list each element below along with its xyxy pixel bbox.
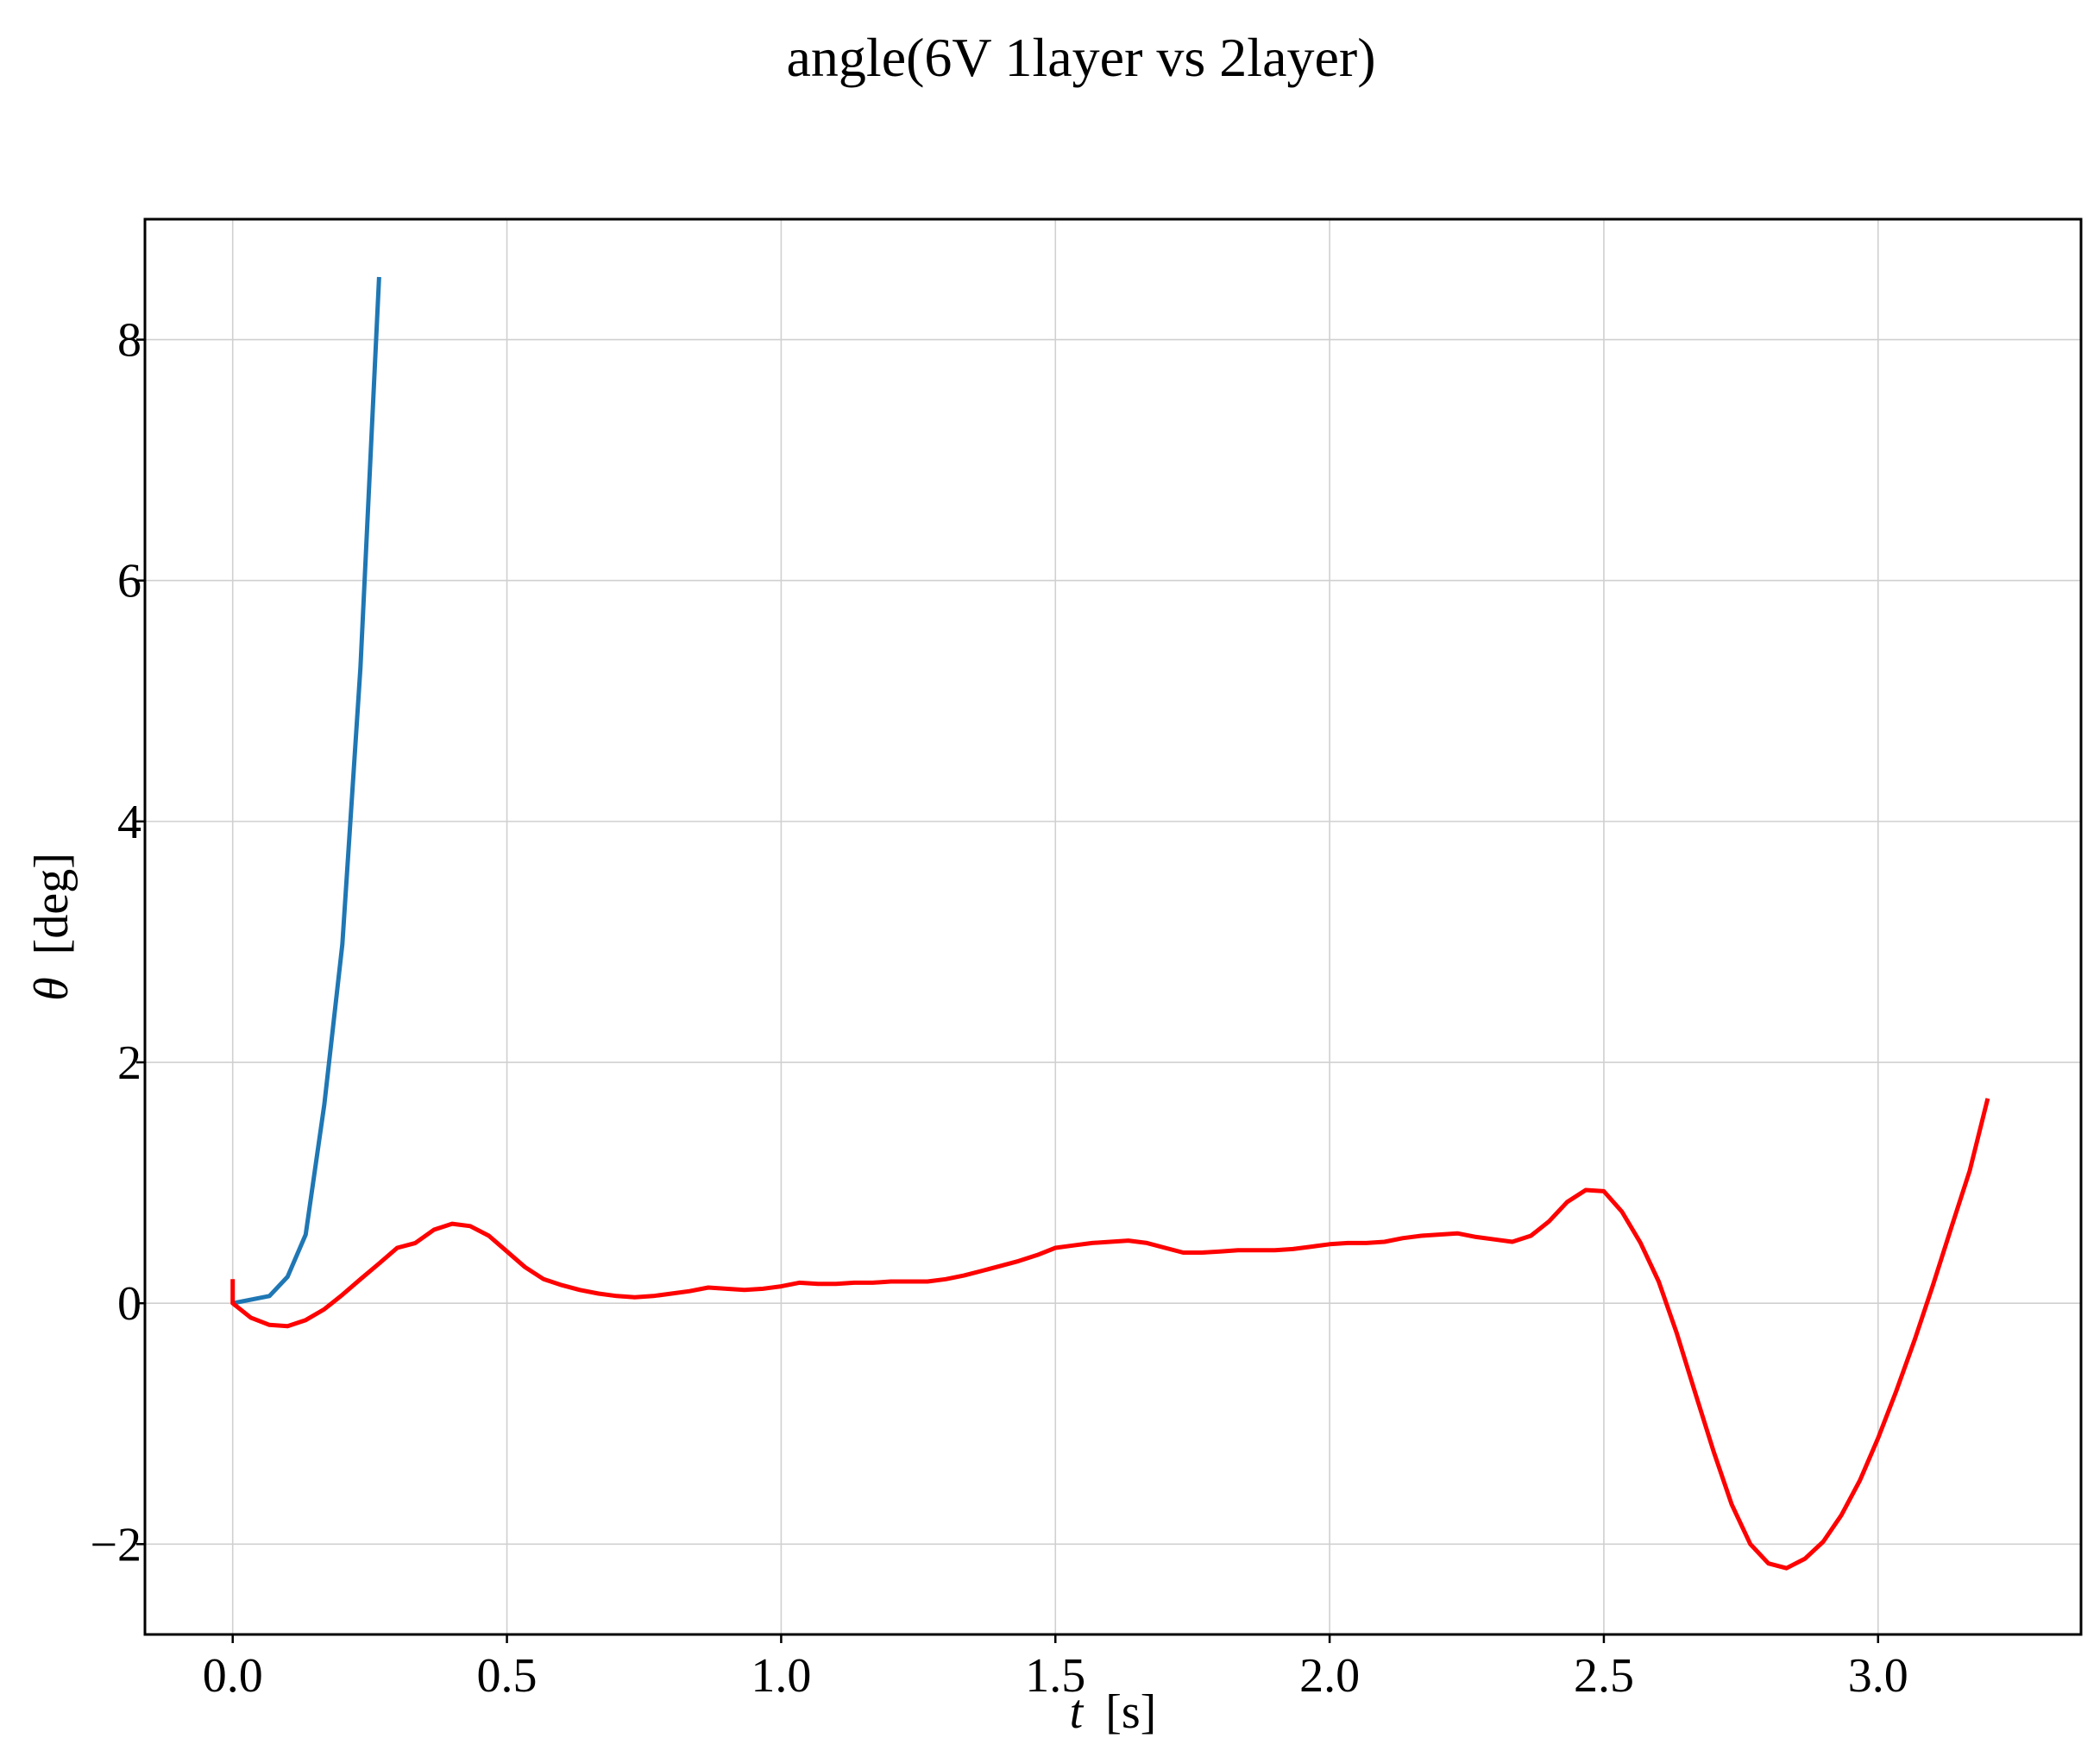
series-line-1 xyxy=(232,276,381,1306)
x-tick-labels: 0.0 0.5 1.0 1.5 2.0 2.5 3.0 xyxy=(203,1649,1908,1703)
x-tick-label: 1.5 xyxy=(1025,1649,1085,1703)
x-tick-label: 0.0 xyxy=(203,1649,263,1703)
plot-frame xyxy=(143,217,2083,1636)
x-tick-label: 1.0 xyxy=(751,1649,811,1703)
y-tick-labels: −2 0 2 4 6 8 xyxy=(90,314,141,1572)
y-tick-label: 8 xyxy=(117,314,141,368)
x-axis-variable: t xyxy=(1070,1685,1085,1739)
x-tick-label: 2.5 xyxy=(1574,1649,1634,1703)
y-axis-variable: θ xyxy=(25,977,79,1001)
y-axis-label: θ [deg] xyxy=(25,853,79,1001)
ticks xyxy=(136,338,1880,1643)
x-tick-label: 3.0 xyxy=(1848,1649,1908,1703)
grid xyxy=(145,219,2081,1634)
y-tick-label: 0 xyxy=(117,1277,141,1331)
x-axis-unit: [s] xyxy=(1105,1685,1156,1739)
y-tick-label: 4 xyxy=(117,796,141,849)
y-tick-label: 2 xyxy=(117,1036,141,1090)
series-group xyxy=(230,276,1990,1571)
y-axis-unit: [deg] xyxy=(25,853,79,954)
y-tick-label: 6 xyxy=(117,555,141,608)
x-axis-label: t [s] xyxy=(1070,1685,1157,1739)
y-tick-label: −2 xyxy=(90,1518,141,1571)
series-line-2 xyxy=(230,1098,1990,1571)
x-tick-label: 2.0 xyxy=(1299,1649,1360,1703)
x-tick-label: 0.5 xyxy=(477,1649,538,1703)
chart-title: angle(6V 1layer vs 2layer) xyxy=(787,27,1376,88)
